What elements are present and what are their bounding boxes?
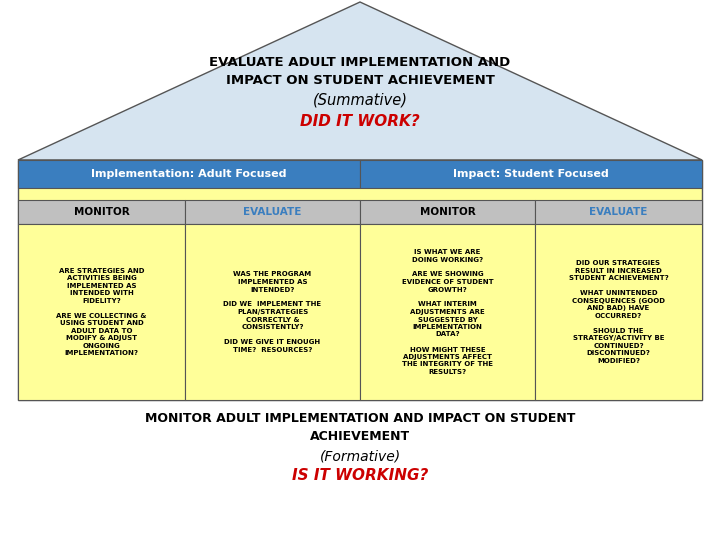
Bar [18, 224, 185, 400]
Text: WAS THE PROGRAM
IMPLEMENTED AS
INTENDED?

DID WE  IMPLEMENT THE
PLAN/STRATEGIES
: WAS THE PROGRAM IMPLEMENTED AS INTENDED?… [223, 272, 322, 353]
Text: IMPACT ON STUDENT ACHIEVEMENT: IMPACT ON STUDENT ACHIEVEMENT [225, 73, 495, 86]
Text: DID OUR STRATEGIES
RESULT IN INCREASED
STUDENT ACHIEVEMENT?

WHAT UNINTENDED
CON: DID OUR STRATEGIES RESULT IN INCREASED S… [569, 260, 668, 364]
Polygon shape [18, 2, 702, 160]
Bar [535, 200, 702, 224]
Text: (Summative): (Summative) [312, 92, 408, 107]
Text: EVALUATE: EVALUATE [243, 207, 302, 217]
Text: MONITOR ADULT IMPLEMENTATION AND IMPACT ON STUDENT: MONITOR ADULT IMPLEMENTATION AND IMPACT … [145, 411, 575, 424]
Bar [18, 200, 185, 224]
Bar [360, 160, 702, 188]
Bar [360, 200, 535, 224]
Text: EVALUATE: EVALUATE [589, 207, 648, 217]
Text: IS IT WORKING?: IS IT WORKING? [292, 469, 428, 483]
Text: ACHIEVEMENT: ACHIEVEMENT [310, 429, 410, 442]
Bar [535, 224, 702, 400]
Text: DID IT WORK?: DID IT WORK? [300, 114, 420, 130]
Bar [185, 224, 360, 400]
Text: MONITOR: MONITOR [420, 207, 475, 217]
Bar [360, 224, 535, 400]
Bar [185, 200, 360, 224]
Text: Implementation: Adult Focused: Implementation: Adult Focused [91, 169, 287, 179]
Bar [18, 160, 702, 400]
Bar [18, 160, 360, 188]
Text: MONITOR: MONITOR [73, 207, 130, 217]
Text: Impact: Student Focused: Impact: Student Focused [453, 169, 609, 179]
Text: ARE STRATEGIES AND
ACTIVITIES BEING
IMPLEMENTED AS
INTENDED WITH
FIDELITY?

ARE : ARE STRATEGIES AND ACTIVITIES BEING IMPL… [56, 268, 147, 356]
Text: EVALUATE ADULT IMPLEMENTATION AND: EVALUATE ADULT IMPLEMENTATION AND [210, 56, 510, 69]
Text: IS WHAT WE ARE
DOING WORKING?

ARE WE SHOWING
EVIDENCE OF STUDENT
GROWTH?

WHAT : IS WHAT WE ARE DOING WORKING? ARE WE SHO… [402, 249, 493, 375]
Text: (Formative): (Formative) [320, 449, 400, 463]
